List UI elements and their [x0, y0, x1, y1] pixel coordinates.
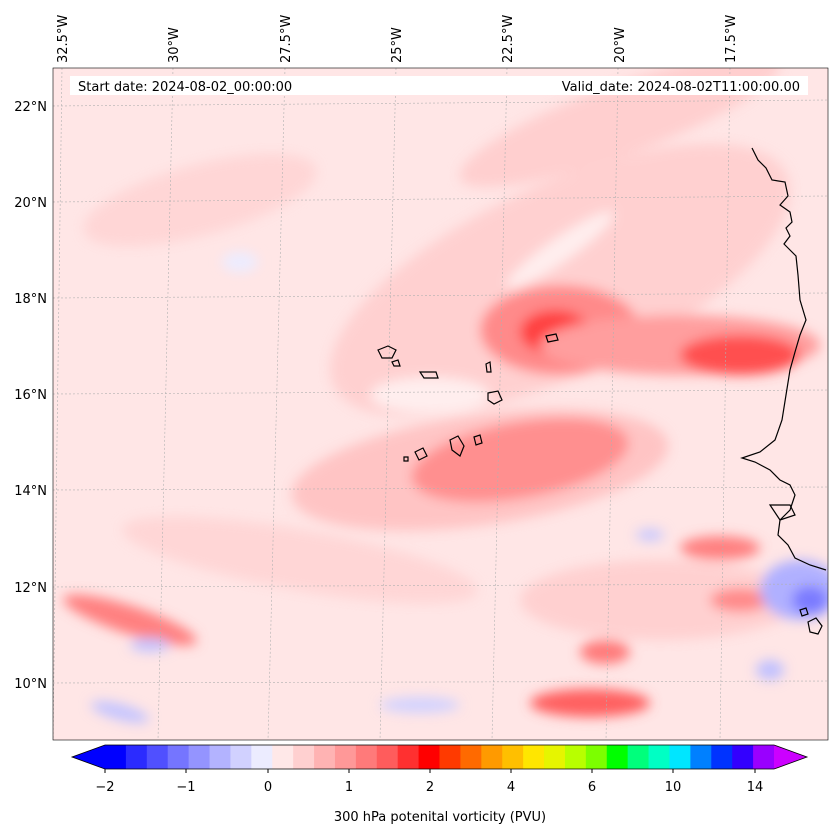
pv-min-east-core [792, 586, 828, 614]
lon-label: 32.5°W [56, 15, 71, 63]
colorbar-cell [125, 745, 148, 769]
pv-min-southwest [90, 701, 150, 723]
pv-min-south [380, 697, 460, 713]
colorbar-tick-label: 1 [345, 780, 353, 795]
lon-label: 17.5°W [724, 15, 739, 63]
lat-label: 20°N [14, 196, 47, 211]
colorbar-cells [105, 745, 775, 769]
colorbar-tick-label: 4 [507, 780, 515, 795]
colorbar-cell [439, 745, 461, 769]
colorbar-cell [251, 745, 273, 769]
lat-label: 18°N [14, 292, 47, 307]
pv-spot-east2 [710, 588, 770, 612]
pv-max-sw [63, 594, 197, 646]
pv-band-mid [122, 516, 478, 604]
lon-label: 27.5°W [279, 15, 294, 63]
colorbar-cell [544, 745, 566, 769]
pv-min-se [756, 660, 784, 680]
lat-label: 16°N [14, 388, 47, 403]
map-panel [53, 68, 828, 740]
colorbar-cell [418, 745, 440, 769]
pv-band-northeast [329, 143, 791, 417]
pv-spot-south [580, 640, 630, 664]
colorbar-tick-label: −2 [95, 780, 114, 795]
colorbar-extend-high [774, 745, 807, 769]
lat-label: 14°N [14, 484, 47, 499]
pv-core-south [411, 417, 629, 503]
colorbar-cell [669, 745, 691, 769]
pv-max-coast [680, 335, 800, 375]
colorbar-extend-low [72, 745, 105, 769]
colorbar-outline [70, 744, 809, 770]
colorbar-cell [397, 745, 420, 769]
longitude-labels: 32.5°W 30°W 27.5°W 25°W 22.5°W 20°W 17.5… [56, 15, 739, 63]
pv-min-nw [222, 252, 258, 272]
colorbar-cell [690, 745, 712, 769]
map-frame [52, 67, 829, 741]
colorbar-cell [355, 745, 378, 769]
pv-max-south [530, 689, 650, 717]
lon-label: 30°W [167, 27, 182, 63]
pv-band-southeast [520, 560, 800, 640]
colorbar-tick-label: 0 [264, 780, 272, 795]
colorbar-cell [105, 745, 127, 769]
colorbar-cell [334, 745, 357, 769]
date-strip [70, 76, 808, 95]
colorbar-cell [460, 745, 482, 769]
coastline [740, 147, 827, 635]
colorbar-cell [481, 745, 503, 769]
colorbar-tick-label: 14 [747, 780, 764, 795]
colorbar: −2 −1 0 1 2 4 6 10 14 300 hPa potenital … [70, 744, 809, 825]
colorbar-cell [209, 745, 231, 769]
colorbar-cell [376, 745, 399, 769]
pv-band-northwest [83, 154, 317, 246]
colorbar-cell [314, 745, 336, 769]
colorbar-cell [230, 745, 252, 769]
colorbar-cell [564, 745, 587, 769]
lon-label: 25°W [390, 27, 405, 63]
pv-min-islands [370, 377, 490, 413]
graticule [53, 68, 828, 740]
colorbar-cell [167, 745, 190, 769]
pv-min-streak [506, 211, 614, 289]
colorbar-cell [648, 745, 670, 769]
colorbar-cell [606, 745, 629, 769]
colorbar-cell [188, 745, 211, 769]
colorbar-cell [293, 745, 315, 769]
colorbar-cell [272, 745, 294, 769]
colorbar-tick-label: 2 [426, 780, 434, 795]
lon-label: 20°W [613, 27, 628, 63]
cape-verde-islands [377, 333, 559, 462]
colorbar-tick-label: 6 [588, 780, 596, 795]
valid-date: Valid_date: 2024-08-02T11:00:00.00 [562, 80, 800, 95]
colorbar-cell [732, 745, 754, 769]
colorbar-cell [627, 745, 650, 769]
colorbar-label: 300 hPa potenital vorticity (PVU) [334, 810, 546, 825]
colorbar-tick-label: 10 [665, 780, 682, 795]
colorbar-cell [753, 745, 775, 769]
colorbar-tick-label: −1 [176, 780, 195, 795]
pv-spot-east [680, 536, 760, 560]
lon-label: 22.5°W [501, 15, 516, 63]
latitude-labels: 22°N 20°N 18°N 16°N 14°N 12°N 10°N [14, 100, 47, 692]
colorbar-cell [502, 745, 524, 769]
colorbar-cell [711, 745, 733, 769]
lat-label: 22°N [14, 100, 47, 115]
colorbar-cell [523, 745, 545, 769]
start-date: Start date: 2024-08-02_00:00:00 [78, 80, 292, 95]
lat-label: 12°N [14, 581, 47, 596]
pv-min-southwest2 [130, 638, 170, 652]
lat-label: 10°N [14, 677, 47, 692]
colorbar-cell [585, 745, 608, 769]
pv-min-east3 [636, 529, 664, 541]
colorbar-ticks [104, 769, 756, 773]
colorbar-cell [146, 745, 169, 769]
